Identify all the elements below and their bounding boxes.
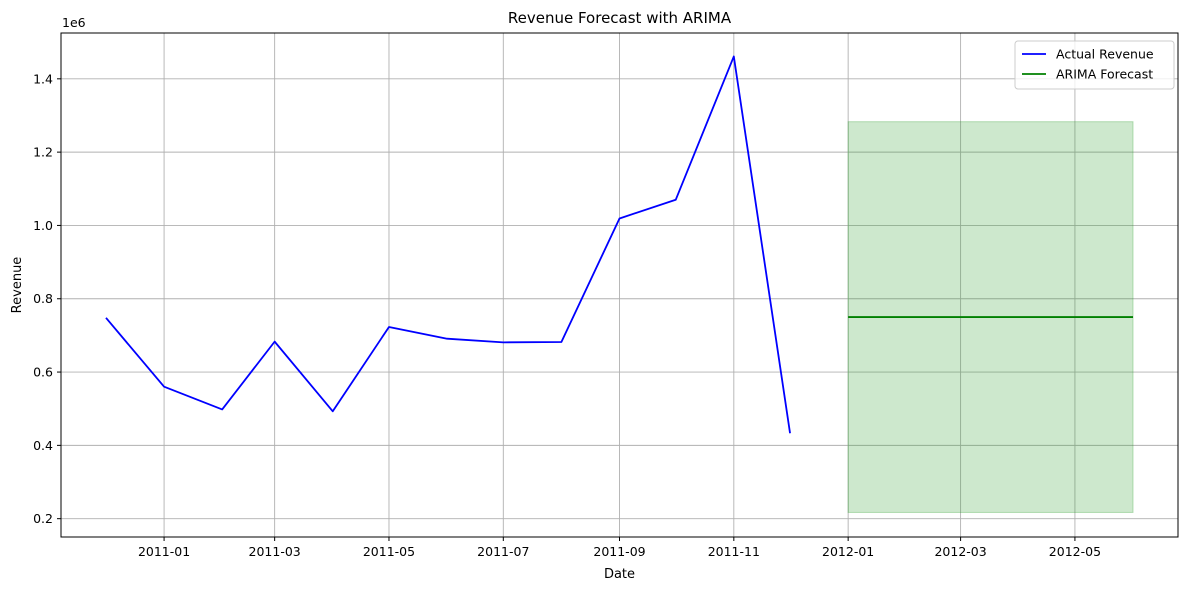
data-point-actual-revenue bbox=[104, 316, 108, 320]
legend-box bbox=[1014, 40, 1175, 90]
data-point-actual-revenue bbox=[331, 409, 335, 413]
data-point-actual-revenue bbox=[273, 340, 277, 344]
x-tick-label: 2012-01 bbox=[822, 544, 874, 559]
y-axis-offset-label: 1e6 bbox=[62, 15, 86, 30]
y-tick-label: 1.2 bbox=[33, 145, 53, 160]
x-tick-label: 2012-03 bbox=[934, 544, 986, 559]
y-tick-label: 1.4 bbox=[33, 71, 53, 86]
data-point-arima-forecast bbox=[904, 315, 908, 319]
data-point-arima-forecast bbox=[1131, 315, 1135, 319]
data-point-actual-revenue bbox=[220, 407, 224, 411]
data-point-actual-revenue bbox=[445, 337, 449, 341]
data-point-actual-revenue bbox=[732, 54, 736, 58]
y-tick-label: 1.0 bbox=[33, 218, 53, 233]
y-axis-ticks: 0.2 0.4 0.6 0.8 1.0 1.2 1.4 bbox=[33, 71, 61, 526]
series-line-actual-revenue bbox=[105, 55, 791, 434]
legend-label-actual-revenue: Actual Revenue bbox=[1056, 47, 1154, 62]
y-axis-label: Revenue bbox=[10, 257, 25, 314]
x-tick-label: 2011-05 bbox=[363, 544, 415, 559]
data-point-arima-forecast bbox=[959, 315, 963, 319]
data-point-actual-revenue bbox=[501, 340, 505, 344]
chart-legend: Actual Revenue ARIMA Forecast bbox=[1014, 40, 1175, 90]
y-tick-label: 0.2 bbox=[33, 511, 53, 526]
data-point-actual-revenue bbox=[559, 340, 563, 344]
x-axis-label: Date bbox=[604, 567, 635, 582]
legend-label-arima-forecast: ARIMA Forecast bbox=[1056, 67, 1153, 82]
chart-title: Revenue Forecast with ARIMA bbox=[508, 9, 732, 27]
data-point-arima-forecast bbox=[1073, 315, 1077, 319]
y-tick-label: 0.6 bbox=[33, 365, 53, 380]
x-tick-label: 2011-01 bbox=[138, 544, 190, 559]
series-layer bbox=[104, 54, 1135, 435]
x-tick-label: 2011-09 bbox=[593, 544, 645, 559]
data-point-actual-revenue bbox=[788, 431, 792, 435]
x-tick-label: 2011-11 bbox=[708, 544, 760, 559]
x-axis-ticks: 2011-01 2011-03 2011-05 2011-07 2011-09 2011-… bbox=[138, 537, 1101, 559]
grid-lines bbox=[61, 33, 1178, 537]
x-tick-label: 2012-05 bbox=[1049, 544, 1101, 559]
data-point-actual-revenue bbox=[387, 325, 391, 329]
data-point-actual-revenue bbox=[162, 385, 166, 389]
x-tick-label: 2011-03 bbox=[249, 544, 301, 559]
y-tick-label: 0.8 bbox=[33, 291, 53, 306]
x-tick-label: 2011-07 bbox=[477, 544, 529, 559]
y-tick-label: 0.4 bbox=[33, 438, 53, 453]
data-point-arima-forecast bbox=[846, 315, 850, 319]
data-point-actual-revenue bbox=[674, 198, 678, 202]
data-point-arima-forecast bbox=[1017, 315, 1021, 319]
data-point-actual-revenue bbox=[618, 216, 622, 220]
